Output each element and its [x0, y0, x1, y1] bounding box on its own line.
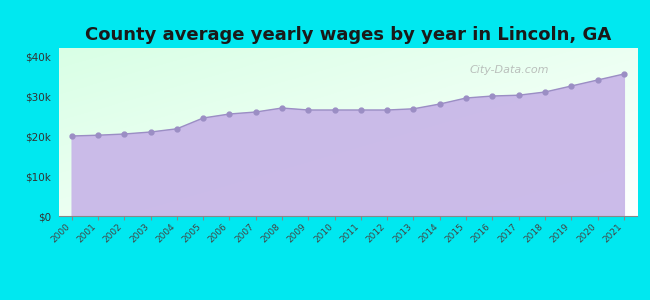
- Title: County average yearly wages by year in Lincoln, GA: County average yearly wages by year in L…: [84, 26, 611, 44]
- Text: City-Data.com: City-Data.com: [469, 65, 549, 75]
